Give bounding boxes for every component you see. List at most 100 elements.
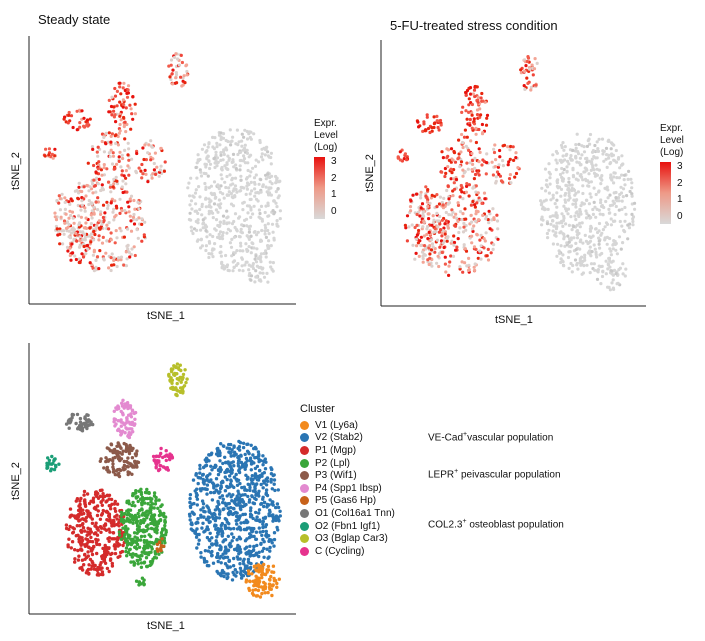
cell-point xyxy=(422,120,426,124)
cell-point xyxy=(100,186,104,190)
cell-point xyxy=(189,176,193,180)
cell-point xyxy=(86,247,90,251)
cluster-legend-label: C (Cycling) xyxy=(315,545,365,557)
cell-point xyxy=(213,524,217,528)
cell-point xyxy=(561,260,565,264)
cluster-swatch xyxy=(300,508,309,518)
cell-point xyxy=(62,232,66,236)
cell-point xyxy=(110,113,114,117)
cell-point xyxy=(580,221,584,225)
cell-point xyxy=(96,208,100,212)
cell-point xyxy=(427,262,431,267)
cell-point xyxy=(514,171,519,176)
cell-point xyxy=(587,241,591,245)
cell-point xyxy=(199,555,203,559)
cell-point xyxy=(509,181,513,185)
cell-point xyxy=(584,239,589,243)
cell-point xyxy=(407,225,411,229)
cell-point xyxy=(614,248,618,252)
cell-point xyxy=(249,170,253,174)
cell-point xyxy=(211,234,215,239)
cell-point xyxy=(154,499,158,503)
cell-point xyxy=(109,497,114,502)
cell-point xyxy=(115,104,119,108)
cell-point xyxy=(450,239,454,243)
cell-point xyxy=(127,519,131,524)
cluster-legend-label: P4 (Spp1 Ibsp) xyxy=(315,482,382,494)
cell-point xyxy=(609,161,613,165)
cell-point xyxy=(104,456,108,460)
cell-point xyxy=(135,542,140,547)
cell-point xyxy=(548,182,552,186)
cell-point xyxy=(207,252,211,256)
cell-point xyxy=(126,470,130,474)
legend-title-line: Level xyxy=(314,130,338,141)
cell-point xyxy=(135,228,139,232)
cell-point xyxy=(488,227,492,231)
cell-point xyxy=(576,190,581,194)
cell-point xyxy=(69,197,73,201)
cell-point xyxy=(93,184,97,188)
cell-point xyxy=(97,177,101,181)
cell-point xyxy=(100,570,105,574)
cell-point xyxy=(81,522,85,526)
cell-point xyxy=(202,558,207,562)
cell-point xyxy=(98,227,102,231)
cell-point xyxy=(424,192,428,196)
cell-point xyxy=(240,256,244,260)
cell-point xyxy=(109,104,114,109)
cell-point xyxy=(109,148,113,152)
cell-point xyxy=(205,492,209,496)
cell-point xyxy=(108,185,112,189)
cell-point xyxy=(436,254,440,258)
cell-point xyxy=(225,209,229,213)
cell-point xyxy=(440,234,444,238)
cell-point xyxy=(618,192,622,197)
cell-point xyxy=(606,196,610,200)
cell-point xyxy=(458,267,462,271)
cell-point xyxy=(77,245,82,249)
cell-point xyxy=(237,492,241,496)
cell-point xyxy=(145,564,149,569)
cell-point xyxy=(466,268,471,272)
cell-point xyxy=(575,223,579,227)
cell-point xyxy=(158,540,162,545)
cell-point xyxy=(95,573,100,577)
cell-point xyxy=(420,250,425,254)
cell-point xyxy=(66,121,70,125)
cell-point xyxy=(554,158,558,162)
cell-point xyxy=(95,533,100,537)
cell-point xyxy=(221,132,226,136)
cell-point xyxy=(501,164,505,168)
cell-point xyxy=(464,217,468,221)
cell-point xyxy=(476,100,480,104)
cell-point xyxy=(271,564,276,568)
cell-point xyxy=(102,163,106,167)
cell-point xyxy=(241,445,246,450)
population-label-main: VE-Cad xyxy=(428,432,464,444)
cell-point xyxy=(257,265,261,270)
cell-point xyxy=(139,490,143,495)
cell-point xyxy=(249,215,253,219)
cell-point xyxy=(410,223,414,227)
cell-point xyxy=(121,518,126,522)
cell-point xyxy=(112,218,116,222)
cell-point xyxy=(140,176,144,180)
cell-point xyxy=(109,268,113,273)
cell-point xyxy=(189,225,193,229)
cell-point xyxy=(79,529,83,533)
cell-point xyxy=(75,239,79,243)
cell-point xyxy=(511,158,516,162)
cell-point xyxy=(198,195,202,199)
cell-point xyxy=(230,532,234,536)
cell-point xyxy=(252,180,257,185)
cell-point xyxy=(476,95,480,99)
cell-point xyxy=(122,125,126,129)
cell-point xyxy=(99,210,103,214)
cell-point xyxy=(113,537,117,541)
cell-point xyxy=(130,422,134,426)
cluster-legend-label: O2 (Fbn1 Igf1) xyxy=(315,520,381,532)
legend-title-line: Expr. xyxy=(660,123,683,134)
cell-point xyxy=(102,173,106,177)
cell-point xyxy=(562,237,566,241)
